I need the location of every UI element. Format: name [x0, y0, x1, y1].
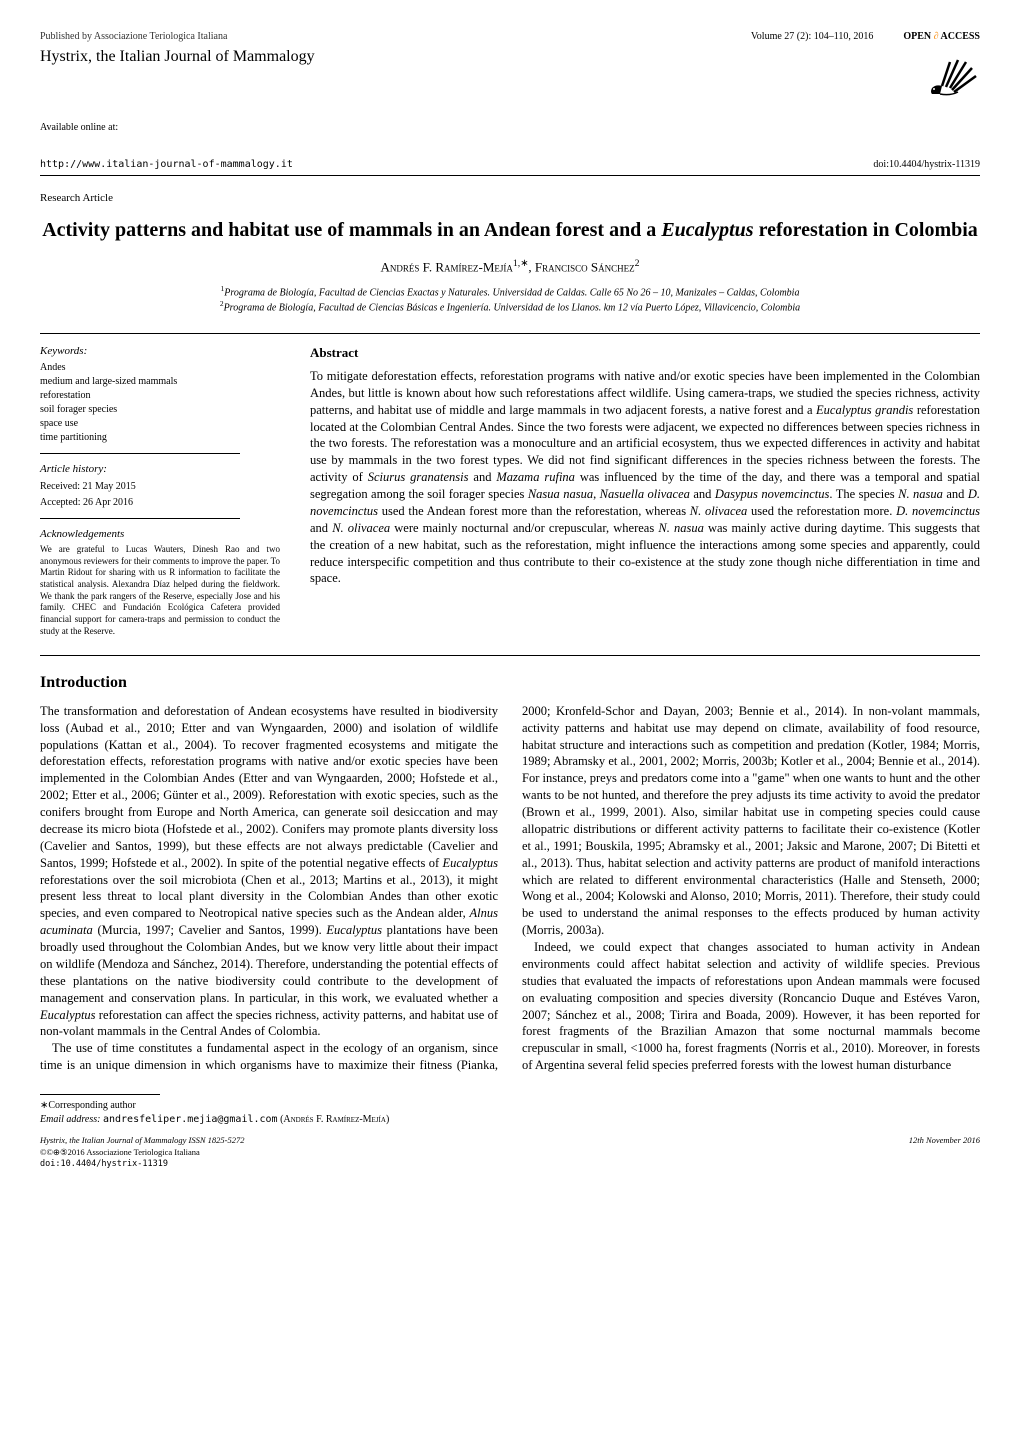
title-pre: Activity patterns and habitat use of mam… [42, 219, 661, 241]
p1-7: Eucalyptus [40, 1008, 96, 1022]
abs-9: Nasuella olivacea [600, 487, 690, 501]
footer-left: Hystrix, the Italian Journal of Mammalog… [40, 1135, 244, 1171]
rule-kw [40, 453, 240, 454]
abs-3: Sciurus granatensis [368, 470, 469, 484]
abs-16: used the Andean forest more than the ref… [378, 504, 690, 518]
email-address[interactable]: andresfeliper.mejia@gmail.com [103, 1114, 278, 1125]
abstract-col: Abstract To mitigate deforestation effec… [310, 344, 980, 638]
porcupine-icon [920, 52, 980, 102]
abs-22: were mainly nocturnal and/or crepuscular… [390, 521, 658, 535]
affiliations: 1Programa de Biología, Facultad de Cienc… [40, 284, 980, 315]
keywords-list: Andes medium and large-sized mammals ref… [40, 361, 280, 445]
abs-18: used the reforestation more. [747, 504, 896, 518]
ack-body: We are grateful to Lucas Wauters, Dinesh… [40, 544, 280, 638]
abs-19: D. novemcinctus [896, 504, 980, 518]
meta-row: http://www.italian-journal-of-mammalogy.… [40, 155, 980, 176]
p1-8: reforestation can affect the species ric… [40, 1008, 498, 1039]
corresponding-author: ∗Corresponding author [40, 1099, 980, 1113]
footer-hystrix: Hystrix, the Italian Journal of Mammalog… [40, 1135, 244, 1147]
email-line: Email address: andresfeliper.mejia@gmail… [40, 1113, 980, 1127]
abstract-block: Keywords: Andes medium and large-sized m… [40, 344, 980, 638]
affil2: Programa de Biología, Facultad de Cienci… [224, 303, 801, 314]
abs-5: Mazama rufina [496, 470, 575, 484]
volume-text: Volume 27 (2): 104–110, 2016 [751, 30, 874, 44]
abs-17: N. olivacea [690, 504, 748, 518]
journal-name: Hystrix, the Italian Journal of Mammalog… [40, 46, 751, 68]
publisher-text: Published by Associazione Teriologica It… [40, 30, 751, 44]
footer-doi: doi:10.4404/hystrix-11319 [40, 1159, 244, 1171]
abs-20: and [310, 521, 332, 535]
author2: , Francisco Sánchez [528, 259, 634, 274]
journal-url[interactable]: http://www.italian-journal-of-mammalogy.… [40, 158, 293, 172]
email-name: (Andrés F. Ramírez-Mejía) [278, 1114, 390, 1125]
abstract-head: Abstract [310, 344, 980, 362]
abs-1: Eucalyptus grandis [816, 403, 913, 417]
author1: Andrés F. Ramírez-Mejía [381, 259, 513, 274]
p1-1: Eucalyptus [442, 856, 498, 870]
intro-p3: Indeed, we could expect that changes ass… [522, 939, 980, 1074]
open-access-block: OPEN ∂ ACCESS [903, 30, 980, 107]
keywords-head: Keywords: [40, 344, 280, 359]
abs-10: and [690, 487, 715, 501]
intro-head: Introduction [40, 672, 980, 694]
abs-11: Dasypus novemcinctus [715, 487, 830, 501]
author2-sup: 2 [635, 258, 640, 269]
p1-4: (Murcia, 1997; Cavelier and Santos, 1999… [93, 923, 327, 937]
article-type: Research Article [40, 191, 980, 206]
article-title: Activity patterns and habitat use of mam… [40, 217, 980, 243]
abstract-body: To mitigate deforestation effects, refor… [310, 368, 980, 587]
doi-text: doi:10.4404/hystrix-11319 [873, 158, 980, 172]
meta-block: Available online at: http://www.italian-… [40, 121, 980, 176]
p1-0: The transformation and deforestation of … [40, 704, 498, 870]
access-text: ACCESS [941, 31, 980, 42]
rule-2 [40, 655, 980, 656]
abs-4: and [469, 470, 497, 484]
authors: Andrés F. Ramírez-Mejía1,∗, Francisco Sá… [40, 257, 980, 277]
abs-14: and [943, 487, 968, 501]
rule-hist [40, 518, 240, 519]
abs-12: . The species [829, 487, 898, 501]
journal-logo [903, 52, 980, 107]
journal-block: Published by Associazione Teriologica It… [40, 30, 751, 68]
intro-body: The transformation and deforestation of … [40, 703, 980, 1074]
p1-2: reforestations over the soil microbiota … [40, 873, 498, 921]
intro-p1: The transformation and deforestation of … [40, 703, 498, 1041]
p1-5: Eucalyptus [326, 923, 382, 937]
available-label: Available online at: [40, 121, 980, 135]
abs-21: N. olivacea [332, 521, 390, 535]
history-head: Article history: [40, 462, 280, 477]
footer-date: 12th November 2016 [909, 1135, 980, 1171]
history-accepted: Accepted: 26 Apr 2016 [40, 496, 280, 510]
left-sidebar: Keywords: Andes medium and large-sized m… [40, 344, 280, 638]
abs-23: N. nasua [658, 521, 703, 535]
footer-meta: Hystrix, the Italian Journal of Mammalog… [40, 1135, 980, 1171]
footer: ∗Corresponding author Email address: and… [40, 1094, 980, 1171]
history-received: Received: 21 May 2015 [40, 480, 280, 494]
ack-head: Acknowledgements [40, 527, 280, 542]
title-italic: Eucalyptus [661, 219, 753, 241]
affil1: Programa de Biología, Facultad de Cienci… [224, 287, 799, 298]
lock-icon: ∂ [934, 31, 941, 42]
open-text: OPEN [903, 31, 931, 42]
footer-cc: ©©⊕⑤2016 Associazione Teriologica Italia… [40, 1147, 244, 1159]
footer-rule [40, 1094, 160, 1095]
abs-7: Nasua nasua [528, 487, 593, 501]
rule-1 [40, 333, 980, 334]
email-label: Email address: [40, 1114, 103, 1125]
title-post: reforestation in Colombia [754, 219, 978, 241]
header-row: Published by Associazione Teriologica It… [40, 30, 980, 107]
header-right: Volume 27 (2): 104–110, 2016 [751, 30, 874, 44]
abs-13: N. nasua [898, 487, 943, 501]
abs-8: , [593, 487, 600, 501]
open-access-label: OPEN ∂ ACCESS [903, 30, 980, 44]
author1-sup: 1,∗ [513, 258, 528, 269]
